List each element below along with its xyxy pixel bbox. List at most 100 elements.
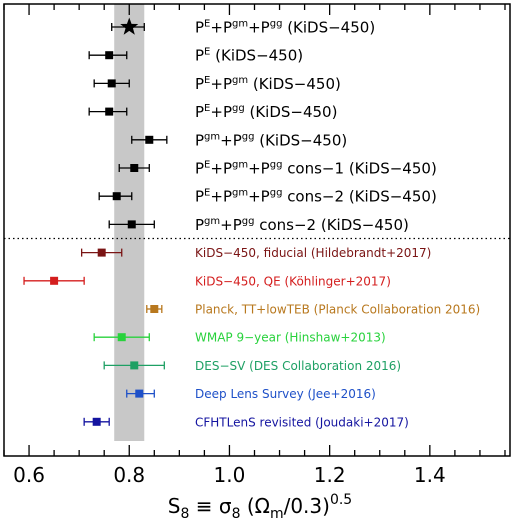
point-marker — [130, 164, 139, 172]
row-label: CFHTLenS revisited (Joudaki+2017) — [195, 415, 409, 429]
data-row: PE​+Pgm​+Pgg​ (KiDS−450) — [111, 17, 375, 37]
label-superscript: E — [204, 19, 210, 30]
point-marker — [135, 389, 144, 398]
label-text: +P — [248, 160, 270, 178]
data-row: PE​+Pgm​ (KiDS−450) — [93, 75, 341, 93]
label-text: Planck, TT+lowTEB (Planck Collaboration … — [195, 303, 480, 317]
data-row: KiDS−450, fiducial (Hildebrandt+2017) — [81, 246, 431, 260]
point-marker — [117, 333, 126, 342]
point-marker — [105, 51, 114, 60]
label-text: +P — [248, 188, 270, 206]
x-axis: 0.6 0.8 1.0 1.2 1.4 S8​ ≡ σ8​ (Ωm​/0.3)0.5 — [3, 4, 506, 522]
data-row: Pgm​+Pgg​ (KiDS−450) — [131, 131, 347, 149]
point-marker — [92, 417, 101, 426]
row-label: Deep Lens Survey (Jee+2016) — [195, 387, 376, 401]
label-superscript: E — [204, 103, 210, 114]
label-superscript: gg — [232, 103, 245, 114]
label-text: (KiDS−450) — [245, 103, 338, 121]
label-text: +P — [220, 131, 242, 149]
label-text: +P — [210, 188, 232, 206]
row-label: Pgm​+Pgg​ (KiDS−450) — [195, 131, 347, 149]
row-label: Planck, TT+lowTEB (Planck Collaboration … — [195, 303, 480, 317]
data-row: PE​ (KiDS−450) — [88, 47, 303, 65]
label-text: (KiDS−450) — [210, 47, 303, 65]
row-label: KiDS−450, QE (Köhlinger+2017) — [195, 274, 391, 288]
label-superscript: gg — [242, 216, 255, 227]
label-text: +P — [210, 75, 232, 93]
x-tick-label: 1.4 — [414, 463, 446, 487]
label-text: +P — [210, 19, 232, 37]
point-marker — [120, 17, 139, 35]
label-text: CFHTLenS revisited (Joudaki+2017) — [195, 415, 409, 429]
plot-frame — [3, 3, 511, 457]
label-text: (KiDS−450) — [282, 19, 375, 37]
label-superscript: gm — [232, 188, 248, 199]
data-row: WMAP 9−year (Hinshaw+2013) — [93, 331, 386, 345]
label-superscript: gg — [242, 131, 255, 142]
label-superscript: E — [204, 188, 210, 199]
data-row: Deep Lens Survey (Jee+2016) — [126, 387, 376, 401]
row-label: KiDS−450, fiducial (Hildebrandt+2017) — [195, 246, 431, 260]
row-label: PE​+Pgm​+Pgg​ cons−1 (KiDS−450) — [195, 160, 437, 178]
label-text: +P — [248, 19, 270, 37]
point-marker — [107, 79, 116, 88]
data-row: PE​+Pgm​+Pgg​ cons−2 (KiDS−450) — [98, 188, 437, 206]
label-text: cons−1 (KiDS−450) — [282, 160, 436, 178]
label-text: (KiDS−450) — [254, 131, 347, 149]
x-tick-label: 1.0 — [214, 463, 246, 487]
row-label: Pgm​+Pgg​ cons−2 (KiDS−450) — [195, 216, 409, 234]
label-superscript: gg — [270, 160, 283, 171]
data-row: PE​+Pgg​ (KiDS−450) — [88, 103, 337, 121]
row-label: PE​+Pgg​ (KiDS−450) — [195, 103, 337, 121]
label-text: cons−2 (KiDS−450) — [254, 216, 408, 234]
label-text: DES−SV (DES Collaboration 2016) — [195, 359, 401, 373]
xlabel-text: ≡ σ — [189, 494, 231, 518]
xlabel-text: S — [168, 494, 181, 518]
data-row: Pgm​+Pgg​ cons−2 (KiDS−450) — [108, 216, 409, 234]
data-row: KiDS−450, QE (Köhlinger+2017) — [23, 274, 391, 288]
label-text: +P — [210, 103, 232, 121]
x-tick-label: 1.2 — [314, 463, 346, 487]
xlabel-text: /0.3) — [284, 494, 330, 518]
label-text: P — [195, 103, 204, 121]
label-text: P — [195, 216, 204, 234]
xlabel-subscript: m — [270, 506, 284, 522]
label-text: P — [195, 188, 204, 206]
label-superscript: gg — [270, 19, 283, 30]
point-marker — [112, 192, 121, 201]
label-superscript: E — [204, 75, 210, 86]
point-marker — [130, 361, 139, 370]
xlabel-subscript: 8 — [232, 506, 241, 522]
xlabel-text: (Ω — [240, 494, 269, 518]
label-text: (KiDS−450) — [248, 75, 341, 93]
point-marker — [150, 305, 159, 313]
data-row: Planck, TT+lowTEB (Planck Collaboration … — [146, 303, 480, 317]
label-text: Deep Lens Survey (Jee+2016) — [195, 387, 376, 401]
row-label: PE​+Pgm​ (KiDS−450) — [195, 75, 341, 93]
label-text: +P — [220, 216, 242, 234]
plot-frame-layer — [3, 3, 511, 457]
label-superscript: gm — [204, 216, 220, 227]
point-marker — [145, 135, 154, 144]
label-text: P — [195, 47, 204, 65]
label-superscript: gm — [232, 75, 248, 86]
label-superscript: gm — [204, 131, 220, 142]
label-superscript: gm — [232, 19, 248, 30]
label-text: KiDS−450, fiducial (Hildebrandt+2017) — [195, 246, 431, 260]
row-label: DES−SV (DES Collaboration 2016) — [195, 359, 401, 373]
label-text: P — [195, 160, 204, 178]
data-row: PE​+Pgm​+Pgg​ cons−1 (KiDS−450) — [118, 160, 437, 178]
label-text: KiDS−450, QE (Köhlinger+2017) — [195, 274, 391, 288]
label-text: P — [195, 75, 204, 93]
label-text: WMAP 9−year (Hinshaw+2013) — [195, 331, 386, 345]
xlabel-superscript: 0.5 — [330, 492, 352, 508]
label-superscript: gg — [270, 188, 283, 199]
data-row: DES−SV (DES Collaboration 2016) — [103, 359, 401, 373]
label-superscript: E — [204, 160, 210, 171]
point-marker — [105, 107, 114, 116]
x-axis-title: S8​ ≡ σ8​ (Ωm​/0.3)0.5 — [168, 492, 352, 522]
data-row: CFHTLenS revisited (Joudaki+2017) — [83, 415, 409, 429]
xlabel-subscript: 8 — [180, 506, 189, 522]
label-text: cons−2 (KiDS−450) — [282, 188, 436, 206]
